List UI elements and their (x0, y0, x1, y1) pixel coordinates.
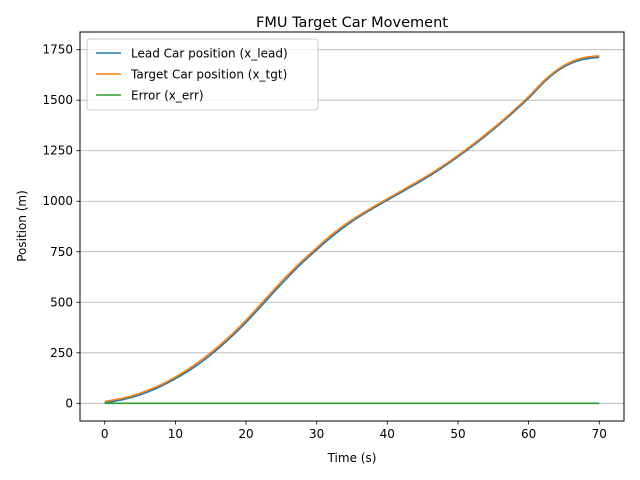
x-tick-label: 60 (521, 427, 536, 441)
y-axis-label: Position (m) (15, 190, 29, 262)
x-tick-label: 10 (168, 427, 183, 441)
legend-label-0: Lead Car position (x_lead) (131, 47, 288, 61)
legend-label-1: Target Car position (x_tgt) (130, 68, 287, 82)
y-tick-label: 250 (50, 346, 73, 360)
y-tick-label: 1000 (42, 194, 73, 208)
y-tick-label: 1500 (42, 93, 73, 107)
x-axis: 0 10 20 30 40 50 60 70 (101, 421, 607, 441)
y-tick-label: 500 (50, 295, 73, 309)
y-tick-label: 750 (50, 245, 73, 259)
x-tick-label: 20 (238, 427, 253, 441)
y-tick-label: 0 (65, 396, 73, 410)
series-line-1 (104, 54, 600, 403)
plot-area (79, 31, 625, 422)
legend-label-2: Error (x_err) (131, 89, 204, 103)
y-tick-label: 1750 (42, 43, 73, 57)
x-tick-label: 0 (101, 427, 109, 441)
series-lines (104, 54, 600, 405)
x-tick-label: 50 (450, 427, 465, 441)
series-line-0 (104, 56, 600, 404)
y-axis: 0 250 500 750 1000 1250 1500 1750 (42, 43, 80, 410)
x-tick-label: 30 (309, 427, 324, 441)
legend-box (86, 38, 319, 111)
x-axis-label: Time (s) (327, 451, 377, 465)
x-tick-label: 70 (592, 427, 607, 441)
x-tick-label: 40 (380, 427, 395, 441)
legend: Lead Car position (x_lead) Target Car pos… (86, 38, 319, 111)
y-tick-label: 1250 (42, 144, 73, 158)
chart-title: FMU Target Car Movement (256, 15, 448, 31)
